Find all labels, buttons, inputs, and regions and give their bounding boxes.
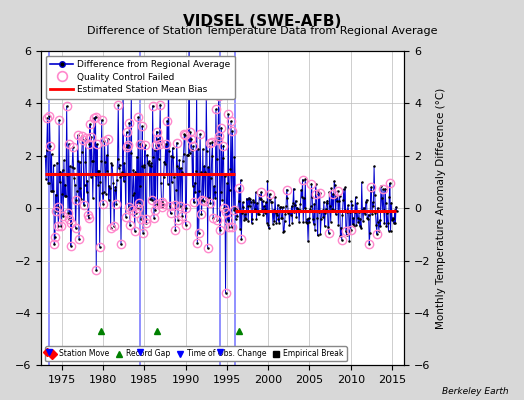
Text: Difference of Station Temperature Data from Regional Average: Difference of Station Temperature Data f… xyxy=(87,26,437,36)
Y-axis label: Monthly Temperature Anomaly Difference (°C): Monthly Temperature Anomaly Difference (… xyxy=(436,88,446,329)
Text: Berkeley Earth: Berkeley Earth xyxy=(442,387,508,396)
Text: VIDSEL (SWE-AFB): VIDSEL (SWE-AFB) xyxy=(183,14,341,29)
Legend: Station Move, Record Gap, Time of Obs. Change, Empirical Break: Station Move, Record Gap, Time of Obs. C… xyxy=(45,346,347,362)
